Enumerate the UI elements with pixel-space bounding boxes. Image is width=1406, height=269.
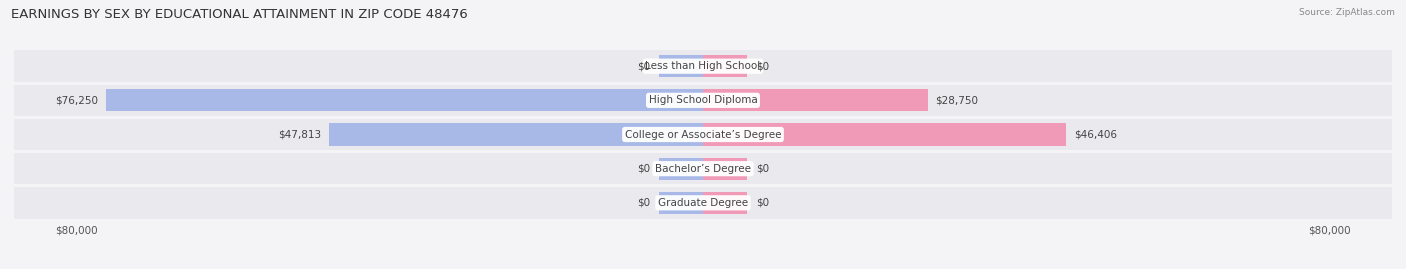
Text: $76,250: $76,250 [55, 95, 98, 105]
Text: EARNINGS BY SEX BY EDUCATIONAL ATTAINMENT IN ZIP CODE 48476: EARNINGS BY SEX BY EDUCATIONAL ATTAINMEN… [11, 8, 468, 21]
Bar [703, 55, 747, 77]
Text: College or Associate’s Degree: College or Associate’s Degree [624, 129, 782, 140]
Bar [703, 158, 747, 180]
Bar [105, 89, 703, 111]
Bar [659, 192, 703, 214]
Bar [329, 123, 703, 146]
Text: Source: ZipAtlas.com: Source: ZipAtlas.com [1299, 8, 1395, 17]
Bar [703, 192, 747, 214]
Text: $0: $0 [756, 164, 769, 174]
Bar [1, 85, 1405, 116]
Text: High School Diploma: High School Diploma [648, 95, 758, 105]
Bar [659, 158, 703, 180]
Text: Bachelor’s Degree: Bachelor’s Degree [655, 164, 751, 174]
Text: $0: $0 [637, 164, 650, 174]
Text: $46,406: $46,406 [1074, 129, 1116, 140]
Bar [703, 89, 928, 111]
Bar [659, 55, 703, 77]
Bar [1, 119, 1405, 150]
Text: $28,750: $28,750 [935, 95, 979, 105]
Text: $47,813: $47,813 [278, 129, 321, 140]
Bar [1, 187, 1405, 218]
Text: Less than High School: Less than High School [645, 61, 761, 71]
Bar [1, 153, 1405, 184]
Bar [1, 51, 1405, 82]
Text: $0: $0 [637, 61, 650, 71]
Text: Graduate Degree: Graduate Degree [658, 198, 748, 208]
Text: $0: $0 [756, 198, 769, 208]
Text: $0: $0 [756, 61, 769, 71]
Bar [703, 123, 1066, 146]
Text: $0: $0 [637, 198, 650, 208]
